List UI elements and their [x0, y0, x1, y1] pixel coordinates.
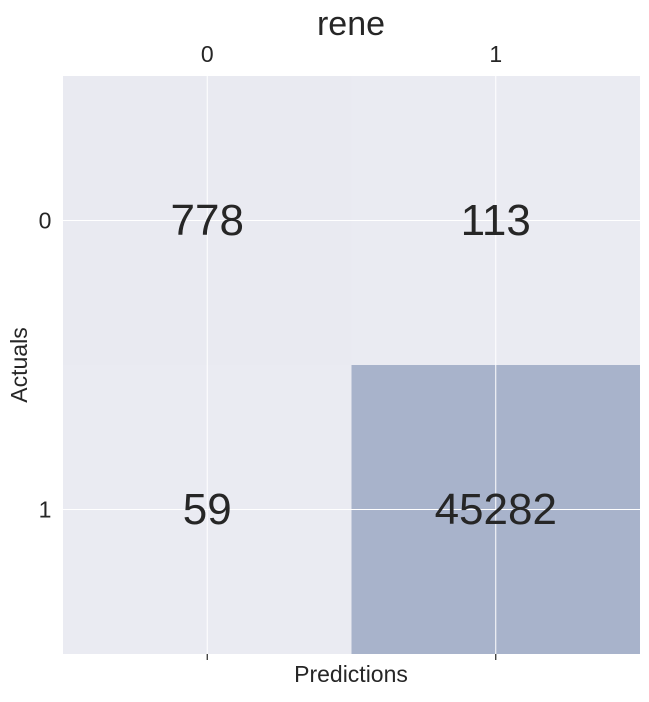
- cell-value-labels: 778 113 59 45282: [171, 196, 557, 534]
- chart-title: rene: [317, 5, 385, 43]
- y-tick-label-0: 0: [39, 208, 52, 234]
- cell-value-label-1-1: 45282: [435, 485, 557, 534]
- cell-value-label-1-0: 59: [183, 485, 232, 534]
- x-tick-label-1: 1: [489, 41, 502, 67]
- y-axis-label: Actuals: [6, 327, 32, 402]
- x-tick-label-0: 0: [201, 41, 214, 67]
- y-tick-label-1: 1: [39, 497, 52, 523]
- heatmap-cells: [63, 76, 640, 654]
- cell-value-label-0-1: 113: [461, 196, 531, 245]
- cell-value-label-0-0: 778: [171, 196, 244, 245]
- grid-lines: [63, 76, 640, 654]
- x-axis-label: Predictions: [294, 661, 408, 687]
- axis-ticks: 0 1 0 1: [39, 41, 502, 660]
